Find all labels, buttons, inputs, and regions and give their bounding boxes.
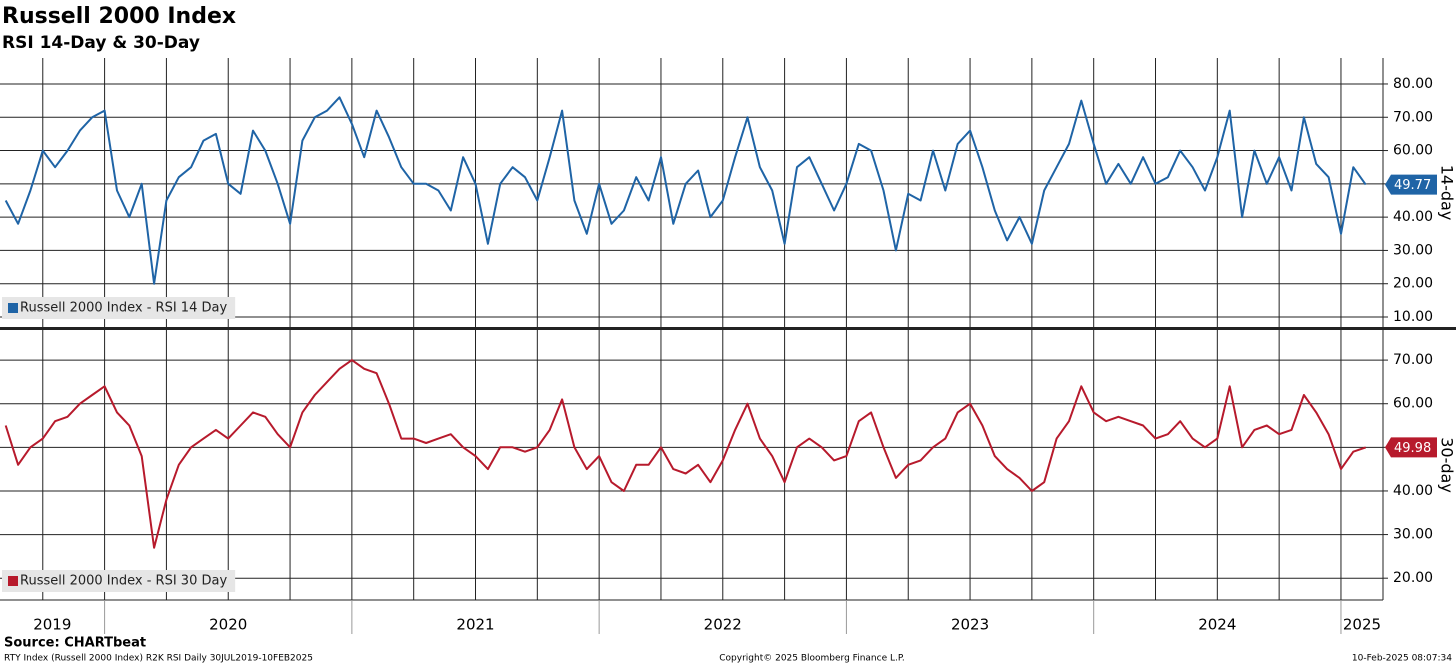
legend-label: Russell 2000 Index - RSI 30 Day xyxy=(20,574,227,589)
legend-swatch xyxy=(8,303,18,313)
y-tick-label: 60.00 xyxy=(1393,143,1433,159)
x-tick-label: 2021 xyxy=(456,616,494,634)
y-axis-label: 14-day xyxy=(1438,165,1456,221)
line-series xyxy=(4,96,1367,285)
x-tick-label: 2022 xyxy=(704,616,742,634)
last-value-label: 49.98 xyxy=(1394,441,1431,456)
legend-swatch xyxy=(8,576,18,586)
y-tick-label: 10.00 xyxy=(1393,309,1433,325)
timestamp: 10-Feb-2025 08:07:34 xyxy=(1352,654,1452,664)
y-tick-label: 40.00 xyxy=(1393,209,1433,225)
last-value-tag xyxy=(1385,174,1437,195)
y-tick-label: 20.00 xyxy=(1393,276,1433,292)
y-tick-label: 70.00 xyxy=(1393,109,1433,125)
legend: Russell 2000 Index - RSI 14 Day xyxy=(2,297,236,319)
x-tick-label: 2019 xyxy=(33,616,71,634)
source: Source: CHARTbeat xyxy=(4,636,146,651)
legend-box xyxy=(2,297,236,319)
x-tick-label: 2023 xyxy=(951,616,989,634)
x-tick-label: 2024 xyxy=(1198,616,1236,634)
description: RTY Index (Russell 2000 Index) R2K RSI D… xyxy=(4,654,313,664)
legend: Russell 2000 Index - RSI 30 Day xyxy=(2,570,236,592)
legend-label: Russell 2000 Index - RSI 14 Day xyxy=(20,301,227,316)
x-tick-label: 2025 xyxy=(1343,616,1381,634)
x-tick-label: 2020 xyxy=(209,616,247,634)
line-series xyxy=(4,359,1367,549)
y-tick-label: 60.00 xyxy=(1393,396,1433,412)
legend-box xyxy=(2,570,236,592)
chart-title: Russell 2000 Index xyxy=(2,4,236,29)
y-tick-label: 20.00 xyxy=(1393,570,1433,586)
y-tick-label: 30.00 xyxy=(1393,242,1433,258)
y-tick-label: 80.00 xyxy=(1393,76,1433,92)
last-value-label: 49.77 xyxy=(1394,178,1431,193)
y-tick-label: 40.00 xyxy=(1393,483,1433,499)
y-axis-label: 30-day xyxy=(1438,437,1456,493)
chart-subtitle: RSI 14-Day & 30-Day xyxy=(2,33,200,53)
y-tick-label: 30.00 xyxy=(1393,527,1433,543)
y-tick-label: 70.00 xyxy=(1393,352,1433,368)
last-value-tag xyxy=(1385,437,1437,458)
copyright: Copyright© 2025 Bloomberg Finance L.P. xyxy=(719,654,904,664)
